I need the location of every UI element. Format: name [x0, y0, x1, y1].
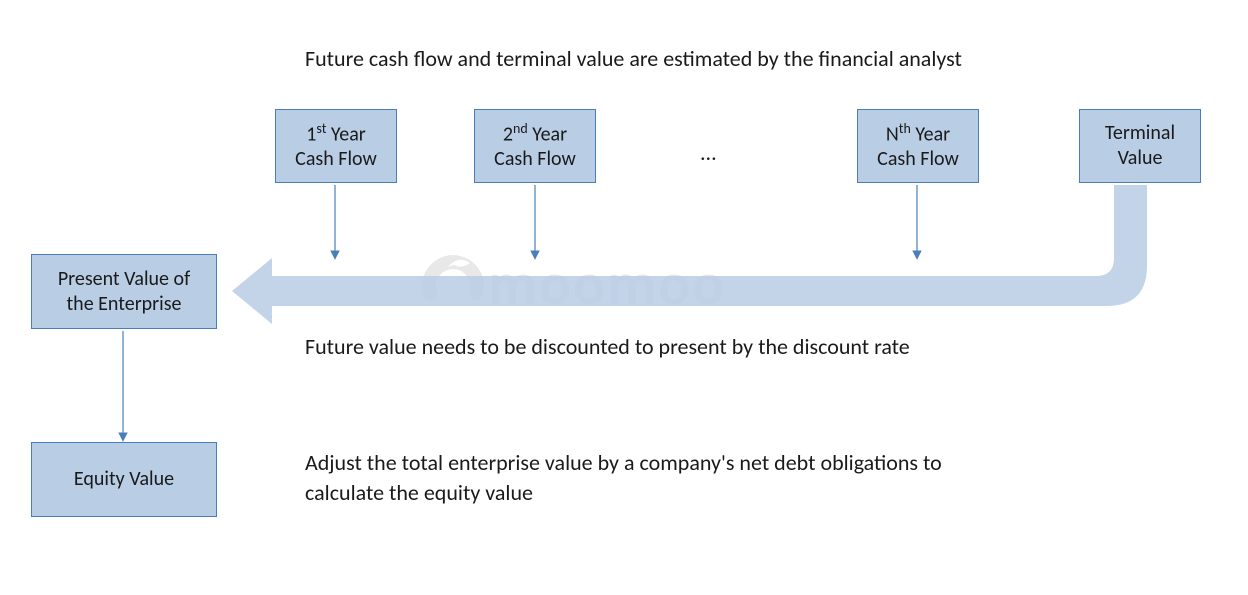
node-cf2: 2nd Year Cash Flow — [474, 109, 596, 183]
node-cf2-line2: Cash Flow — [494, 147, 576, 172]
node-cfn-line1: Nth Year — [886, 120, 950, 148]
ellipsis: ... — [700, 138, 717, 168]
node-eq-line1: Equity Value — [74, 467, 174, 492]
node-equity-value: Equity Value — [31, 442, 217, 517]
node-cf1-line2: Cash Flow — [295, 147, 377, 172]
caption-mid: Future value needs to be discounted to p… — [305, 332, 1205, 362]
node-cfn-line2: Cash Flow — [877, 147, 959, 172]
caption-bottom: Adjust the total enterprise value by a c… — [305, 448, 1025, 507]
node-cf1: 1st Year Cash Flow — [275, 109, 397, 183]
node-tv-line1: Terminal — [1105, 121, 1175, 146]
caption-top: Future cash flow and terminal value are … — [305, 44, 1205, 74]
node-tv-line2: Value — [1118, 146, 1163, 171]
node-cf2-line1: 2nd Year — [503, 120, 567, 148]
node-pv-line1: Present Value of — [58, 267, 190, 292]
node-cf1-line1: 1st Year — [306, 120, 366, 148]
node-cfn: Nth Year Cash Flow — [857, 109, 979, 183]
node-present-value: Present Value of the Enterprise — [31, 254, 217, 329]
node-terminal-value: Terminal Value — [1079, 109, 1201, 183]
node-pv-line2: the Enterprise — [66, 292, 181, 317]
